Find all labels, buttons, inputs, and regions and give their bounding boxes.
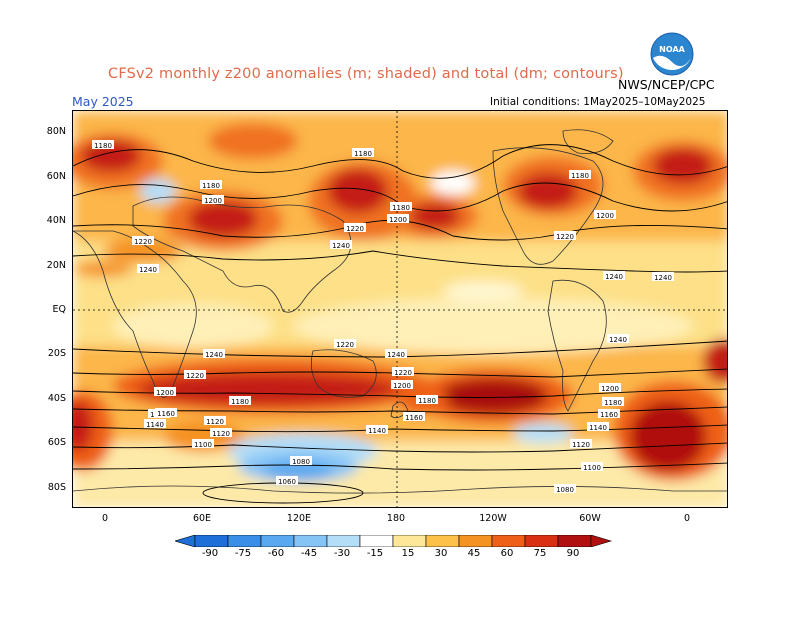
svg-text:1240: 1240 bbox=[654, 274, 672, 282]
lon-label: 60E bbox=[192, 513, 212, 524]
colorbar-segment bbox=[557, 535, 592, 547]
colorbar-label: 60 bbox=[500, 548, 514, 559]
svg-text:1220: 1220 bbox=[186, 372, 204, 380]
svg-text:1200: 1200 bbox=[156, 389, 174, 397]
lat-label: 60S bbox=[47, 437, 66, 448]
svg-text:1180: 1180 bbox=[202, 182, 220, 190]
lat-label: 40S bbox=[47, 393, 66, 404]
colorbar-label: 75 bbox=[533, 548, 547, 559]
svg-text:1180: 1180 bbox=[94, 142, 112, 150]
svg-text:1140: 1140 bbox=[589, 424, 607, 432]
agency-label: NWS/NCEP/CPC bbox=[618, 77, 715, 92]
svg-text:1220: 1220 bbox=[394, 369, 412, 377]
lon-label: 0 bbox=[683, 513, 691, 524]
svg-text:1200: 1200 bbox=[393, 382, 411, 390]
svg-text:1220: 1220 bbox=[346, 225, 364, 233]
month-label: May 2025 bbox=[72, 94, 134, 109]
colorbar-segment bbox=[458, 535, 493, 547]
colorbar-segment bbox=[326, 535, 361, 547]
colorbar-segment bbox=[359, 535, 394, 547]
svg-text:1120: 1120 bbox=[212, 430, 230, 438]
colorbar-right-arrow bbox=[590, 535, 613, 547]
svg-text:1120: 1120 bbox=[572, 441, 590, 449]
colorbar-label: 45 bbox=[467, 548, 481, 559]
initial-conditions: Initial conditions: 1May2025–10May2025 bbox=[490, 96, 706, 108]
colorbar-label: -30 bbox=[333, 548, 351, 559]
svg-text:1240: 1240 bbox=[205, 351, 223, 359]
colorbar-segment bbox=[392, 535, 427, 547]
svg-text:1180: 1180 bbox=[231, 398, 249, 406]
colorbar-segment bbox=[491, 535, 526, 547]
svg-text:1160: 1160 bbox=[600, 411, 618, 419]
lon-label: 0 bbox=[101, 513, 109, 524]
svg-text:1240: 1240 bbox=[332, 242, 350, 250]
lon-label: 120E bbox=[286, 513, 312, 524]
svg-text:1240: 1240 bbox=[605, 273, 623, 281]
svg-text:1240: 1240 bbox=[609, 336, 627, 344]
colorbar-segment bbox=[425, 535, 460, 547]
lat-label: EQ bbox=[52, 304, 66, 315]
lon-label: 60W bbox=[579, 513, 601, 524]
svg-text:1200: 1200 bbox=[204, 197, 222, 205]
colorbar-label: -75 bbox=[234, 548, 252, 559]
colorbar-label: 30 bbox=[434, 548, 448, 559]
svg-text:1240: 1240 bbox=[387, 351, 405, 359]
lon-label: 120W bbox=[479, 513, 507, 524]
contour-labels: 1180 1180 1180 1200 1220 1240 1180 1200 … bbox=[92, 140, 674, 494]
colorbar-segment bbox=[227, 535, 262, 547]
colorbar-label: 90 bbox=[566, 548, 580, 559]
svg-text:1160: 1160 bbox=[157, 410, 175, 418]
svg-text:1160: 1160 bbox=[405, 414, 423, 422]
page-title: CFSv2 monthly z200 anomalies (m; shaded)… bbox=[108, 66, 624, 82]
svg-text:1140: 1140 bbox=[146, 421, 164, 429]
reference-grid bbox=[73, 111, 727, 507]
svg-text:1180: 1180 bbox=[392, 204, 410, 212]
map-canvas: 1180 1180 1180 1200 1220 1240 1180 1200 … bbox=[73, 111, 727, 507]
noaa-logo: NOAA bbox=[650, 32, 694, 76]
svg-text:1060: 1060 bbox=[278, 478, 296, 486]
lat-label: 20N bbox=[46, 260, 66, 271]
svg-text:1100: 1100 bbox=[194, 441, 212, 449]
svg-text:1200: 1200 bbox=[596, 212, 614, 220]
colorbar-label: -90 bbox=[201, 548, 219, 559]
svg-text:1080: 1080 bbox=[292, 458, 310, 466]
svg-text:1220: 1220 bbox=[336, 341, 354, 349]
colorbar-label: -15 bbox=[366, 548, 384, 559]
svg-text:1240: 1240 bbox=[139, 266, 157, 274]
lat-label: 80N bbox=[46, 126, 66, 137]
svg-text:1180: 1180 bbox=[418, 397, 436, 405]
lat-label: 80S bbox=[47, 482, 66, 493]
coastlines bbox=[73, 129, 727, 494]
svg-text:1180: 1180 bbox=[604, 399, 622, 407]
svg-text:1120: 1120 bbox=[206, 418, 224, 426]
svg-text:1080: 1080 bbox=[556, 486, 574, 494]
svg-text:1180: 1180 bbox=[571, 172, 589, 180]
lat-label: 40N bbox=[46, 215, 66, 226]
svg-text:1220: 1220 bbox=[556, 233, 574, 241]
colorbar-segment bbox=[260, 535, 295, 547]
colorbar-label: 15 bbox=[401, 548, 415, 559]
colorbar-segment bbox=[293, 535, 328, 547]
svg-text:1220: 1220 bbox=[134, 238, 152, 246]
logo-text: NOAA bbox=[659, 45, 685, 54]
colorbar-segment bbox=[524, 535, 559, 547]
anomaly-map: 1180 1180 1180 1200 1220 1240 1180 1200 … bbox=[72, 110, 728, 508]
colorbar bbox=[175, 535, 613, 547]
svg-text:1200: 1200 bbox=[601, 385, 619, 393]
svg-text:1140: 1140 bbox=[368, 427, 386, 435]
svg-text:1100: 1100 bbox=[583, 464, 601, 472]
colorbar-label: -45 bbox=[300, 548, 318, 559]
colorbar-left-arrow bbox=[175, 535, 196, 547]
colorbar-segment bbox=[194, 535, 229, 547]
lat-label: 20S bbox=[47, 348, 66, 359]
lat-label: 60N bbox=[46, 171, 66, 182]
lon-label: 180 bbox=[386, 513, 406, 524]
svg-text:1180: 1180 bbox=[354, 150, 372, 158]
svg-text:1200: 1200 bbox=[389, 216, 407, 224]
colorbar-label: -60 bbox=[267, 548, 285, 559]
